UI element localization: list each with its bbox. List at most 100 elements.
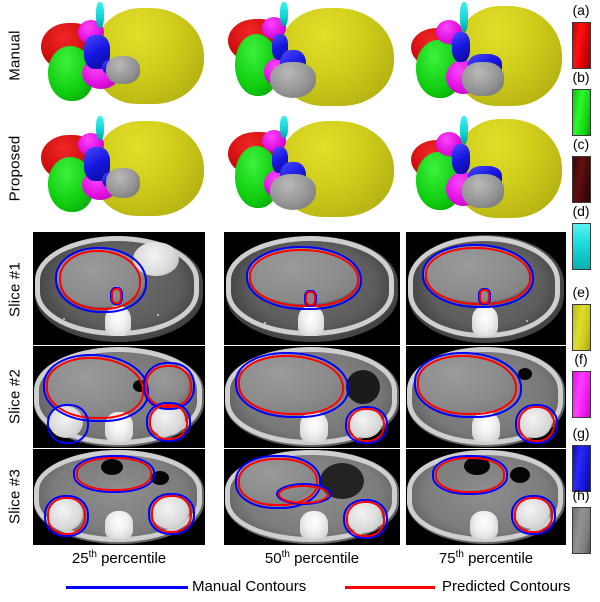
column-caption-ordinal: th [281, 549, 290, 560]
ct-slice3-p25 [33, 449, 205, 545]
legend-swatch-e [572, 304, 591, 351]
organ-pancreas-icon [106, 56, 140, 84]
render-manual-p50 [224, 2, 400, 110]
contour-predicted-kidney-right [151, 495, 192, 533]
legend-label-d: (d) [572, 203, 590, 219]
column-caption-p25: 25th percentile [33, 549, 205, 567]
legend-label-f: (f) [574, 351, 588, 367]
ct-speck [526, 320, 528, 322]
organ-aorta-icon [280, 116, 288, 138]
row-label-proposed: Proposed [6, 135, 24, 202]
contour-manual-kidney-right [146, 402, 191, 442]
render-manual-p75 [406, 2, 566, 110]
contour-predicted-liver [435, 457, 505, 493]
column-caption-ordinal: th [455, 549, 464, 560]
organ-pancreas-icon [270, 174, 316, 210]
ct-spine [472, 306, 498, 336]
legend-swatch-a [572, 22, 591, 69]
contour-predicted-small [479, 289, 490, 304]
contour-manual-spleen [143, 362, 195, 410]
organ-vessel-icon [452, 144, 470, 174]
contour-manual-kidney-right [343, 499, 388, 539]
ct-spine [470, 511, 498, 539]
contour-key-line-predicted [345, 586, 435, 589]
contour-manual-kidney-left [47, 404, 89, 444]
contour-predicted-kidney-right [346, 501, 385, 537]
ct-slice1-p50 [224, 232, 400, 345]
column-caption-number: 50 [264, 550, 282, 567]
ct-bowel-gas-2 [510, 467, 530, 483]
organ-aorta-icon [460, 2, 468, 32]
contour-manual-kidney-left [44, 495, 89, 537]
organ-pancreas-icon [270, 62, 316, 98]
legend-swatch-d [572, 223, 591, 270]
contour-predicted-liver [76, 457, 152, 491]
contour-manual [422, 244, 534, 308]
legend-label-a: (a) [572, 2, 590, 18]
ct-slice2-p75 [406, 346, 566, 448]
ct-speck [264, 322, 266, 324]
column-caption-p50: 50th percentile [224, 549, 400, 567]
contour-manual [55, 247, 147, 313]
organ-pancreas-icon [462, 62, 504, 96]
contour-predicted [59, 250, 141, 310]
ct-spine [300, 511, 328, 539]
contour-predicted [249, 249, 359, 307]
legend-swatch-c [572, 156, 591, 203]
contour-predicted-kidney-right [149, 404, 188, 440]
contour-predicted-small [111, 288, 122, 304]
contour-predicted-pancreas [278, 485, 329, 504]
contour-predicted-kidney-right [348, 408, 385, 442]
contour-predicted-liver [238, 458, 318, 506]
contour-manual-kidney-right [148, 493, 195, 535]
organ-pancreas-icon [106, 168, 140, 198]
contour-predicted [425, 247, 531, 305]
ct-bowel-gas [518, 368, 532, 380]
legend-label-g: (g) [572, 425, 590, 441]
contour-manual-kidney-right [511, 495, 556, 535]
contour-manual-liver [73, 455, 155, 493]
row-label-slice3: Slice #3 [6, 469, 24, 524]
legend-label-e: (e) [572, 284, 590, 300]
column-caption-p75: 75th percentile [406, 549, 566, 567]
column-caption-text: percentile [463, 550, 534, 567]
column-caption-text: percentile [289, 550, 360, 567]
contour-predicted-small [305, 291, 316, 306]
legend-label-h: (h) [572, 487, 590, 503]
organ-aorta-icon [96, 116, 104, 140]
contour-manual-liver [235, 455, 321, 509]
contour-manual [414, 352, 522, 418]
ct-slice1-p75 [406, 232, 566, 345]
organ-vessel-icon [452, 32, 470, 62]
contour-manual [235, 352, 349, 418]
legend-label-b: (b) [572, 69, 590, 85]
ct-slice3-p75 [406, 449, 566, 545]
contour-predicted-kidney-right [514, 497, 553, 533]
contour-predicted [417, 355, 517, 415]
organ-pancreas-icon [462, 174, 504, 208]
legend-label-c: (c) [572, 136, 590, 152]
contour-predicted [238, 355, 344, 415]
column-caption-number: 75 [438, 550, 456, 567]
contour-predicted-kidney-left [47, 497, 86, 535]
organ-aorta-icon [280, 2, 288, 26]
ct-slice3-p50 [224, 449, 400, 545]
ct-bowel-gas [346, 370, 380, 404]
ct-speck [157, 314, 159, 316]
contour-manual-kidney-right [345, 406, 388, 444]
row-label-slice1: Slice #1 [6, 262, 24, 317]
column-caption-text: percentile [96, 550, 167, 567]
contour-manual-liver [432, 455, 508, 495]
render-manual-p25 [34, 2, 206, 110]
legend-swatch-f [572, 371, 591, 418]
render-proposed-p75 [406, 116, 566, 222]
column-caption-ordinal: th [88, 549, 97, 560]
render-proposed-p50 [224, 116, 400, 222]
legend-swatch-g [572, 445, 591, 492]
contour-manual [246, 246, 362, 310]
legend-swatch-b [572, 89, 591, 136]
column-caption-number: 25 [71, 550, 89, 567]
organ-aorta-icon [460, 116, 468, 144]
contour-key-label-predicted: Predicted Contours [442, 578, 571, 595]
render-proposed-p25 [34, 116, 206, 222]
